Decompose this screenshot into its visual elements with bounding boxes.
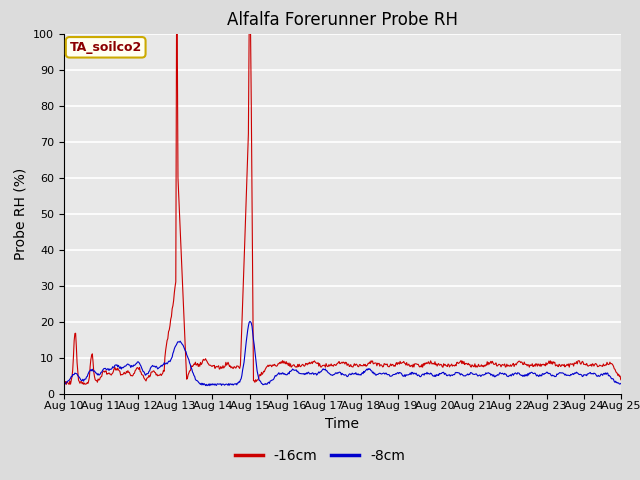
-16cm xyxy=(433,361,440,367)
-16cm xyxy=(278,360,285,366)
-8cm xyxy=(228,381,236,387)
Title: Alfalfa Forerunner Probe RH: Alfalfa Forerunner Probe RH xyxy=(227,11,458,29)
-8cm xyxy=(278,371,285,377)
-8cm xyxy=(125,362,133,368)
-8cm xyxy=(205,383,213,388)
-16cm xyxy=(257,373,264,379)
Line: -8cm: -8cm xyxy=(64,322,621,385)
-16cm xyxy=(173,31,180,36)
Text: TA_soilco2: TA_soilco2 xyxy=(70,41,142,54)
-16cm xyxy=(62,382,70,387)
-16cm xyxy=(60,379,68,385)
Legend: -16cm, -8cm: -16cm, -8cm xyxy=(229,443,411,468)
-8cm xyxy=(617,381,625,386)
Line: -16cm: -16cm xyxy=(64,34,621,384)
-8cm xyxy=(60,382,68,388)
X-axis label: Time: Time xyxy=(325,417,360,431)
-8cm xyxy=(257,379,264,384)
-16cm xyxy=(126,372,134,377)
-8cm xyxy=(433,372,440,377)
-8cm xyxy=(401,374,409,380)
-8cm xyxy=(246,319,253,324)
-16cm xyxy=(617,377,625,383)
Y-axis label: Probe RH (%): Probe RH (%) xyxy=(13,168,28,260)
-16cm xyxy=(229,366,237,372)
-16cm xyxy=(401,360,409,366)
